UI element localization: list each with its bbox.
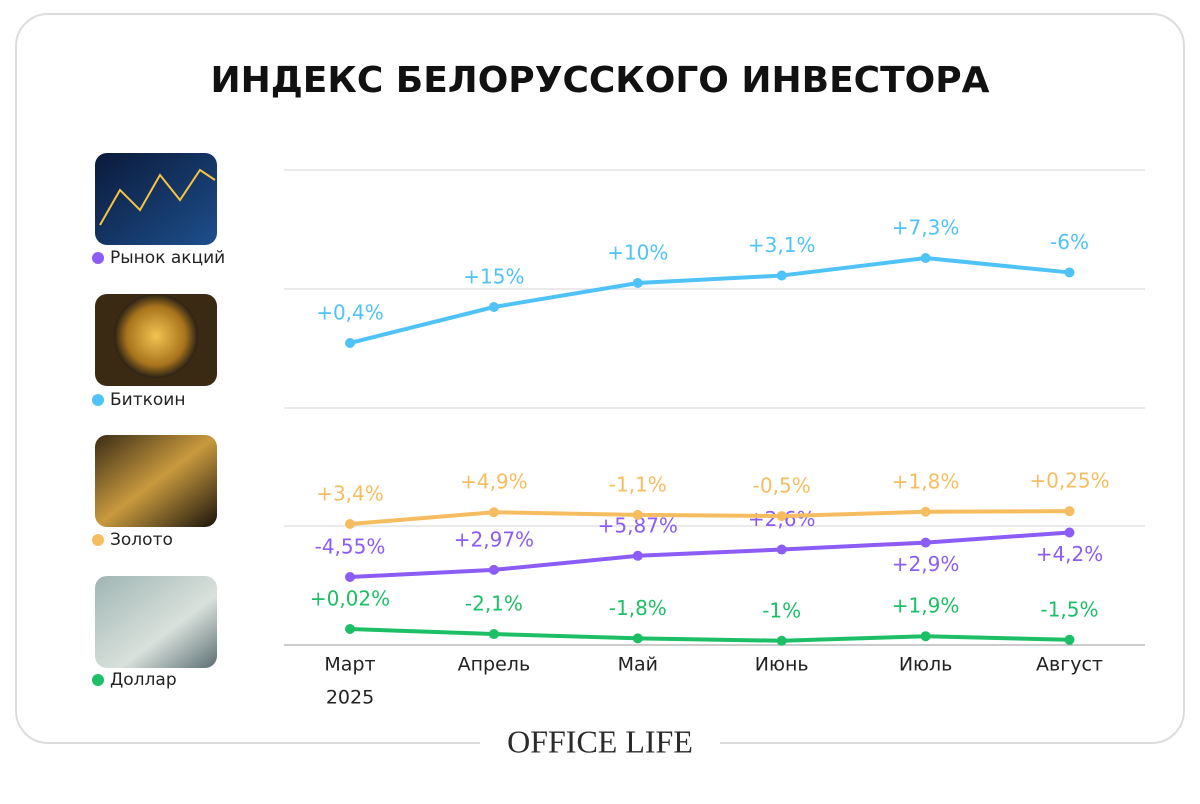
bitcoin-coin xyxy=(114,294,198,378)
value-label: -1,5% xyxy=(1040,597,1098,621)
value-label: +0,25% xyxy=(1029,469,1109,493)
point xyxy=(1064,267,1075,278)
legend-dot xyxy=(92,252,104,264)
value-label: -1,8% xyxy=(609,596,667,620)
point xyxy=(488,564,499,575)
value-label: -6% xyxy=(1050,230,1089,254)
point xyxy=(1064,527,1075,538)
x-tick-label: Август xyxy=(1036,654,1103,676)
value-label: +3,4% xyxy=(316,482,384,506)
x-year-label: 2025 xyxy=(326,687,374,709)
point xyxy=(776,270,787,281)
point xyxy=(776,635,787,646)
value-label: +0,02% xyxy=(310,587,390,611)
value-label: +10% xyxy=(607,241,668,265)
legend-label: Золото xyxy=(110,530,173,550)
point xyxy=(1064,506,1075,517)
value-label: +2,9% xyxy=(892,552,960,576)
brand-gap xyxy=(480,730,720,760)
point xyxy=(632,509,643,520)
x-tick-label: Апрель xyxy=(458,654,531,676)
value-label: +2,97% xyxy=(454,527,534,551)
point xyxy=(345,519,355,529)
point xyxy=(632,633,643,644)
value-label: +3,1% xyxy=(748,233,816,257)
value-label: -1,1% xyxy=(609,472,667,496)
point xyxy=(1064,634,1075,645)
series-line xyxy=(349,530,1070,579)
value-label: +0,4% xyxy=(316,301,384,325)
value-label: +7,3% xyxy=(892,216,960,240)
point xyxy=(488,302,499,312)
point xyxy=(776,511,787,522)
legend-dot xyxy=(92,394,104,406)
point xyxy=(345,624,355,634)
point xyxy=(488,629,499,640)
stocks-image xyxy=(95,153,217,245)
x-tick-label: Май xyxy=(618,654,658,676)
value-label: +15% xyxy=(463,265,524,289)
legend-label: Доллар xyxy=(110,670,177,690)
chart-title: ИНДЕКС БЕЛОРУССКОГО ИНВЕСТОРА xyxy=(210,60,989,101)
value-label: +4,9% xyxy=(460,470,528,494)
point xyxy=(632,550,643,561)
value-label: -2,1% xyxy=(465,592,523,616)
series-line xyxy=(349,509,1070,526)
value-label: +4,2% xyxy=(1036,542,1104,566)
value-label: +1,8% xyxy=(892,469,960,493)
point xyxy=(632,278,643,288)
series-line xyxy=(349,256,1070,345)
value-label: -1% xyxy=(762,598,801,622)
value-label: -0,5% xyxy=(753,474,811,498)
point xyxy=(920,253,931,264)
value-label: -4,55% xyxy=(315,535,386,559)
legend-dot xyxy=(92,534,104,546)
x-tick-label: Июнь xyxy=(755,654,809,676)
x-tick-label: Март xyxy=(324,654,375,676)
value-label: +1,9% xyxy=(892,594,960,618)
gold-image xyxy=(95,435,217,527)
x-tick-label: Июль xyxy=(899,654,953,676)
legend-label: Биткоин xyxy=(110,390,185,410)
legend-label: Рынок акций xyxy=(110,248,225,268)
point xyxy=(488,507,499,518)
grid xyxy=(284,169,1145,646)
stocks-image-line xyxy=(99,168,216,226)
point xyxy=(345,338,355,348)
point xyxy=(920,506,931,517)
legend-dot xyxy=(92,674,104,686)
point xyxy=(345,572,355,582)
series-line xyxy=(349,627,1070,643)
dollar-image xyxy=(95,576,217,668)
brand: OFFICE LIFE xyxy=(507,723,693,759)
point xyxy=(920,631,931,642)
point xyxy=(776,544,787,555)
point xyxy=(920,537,931,548)
